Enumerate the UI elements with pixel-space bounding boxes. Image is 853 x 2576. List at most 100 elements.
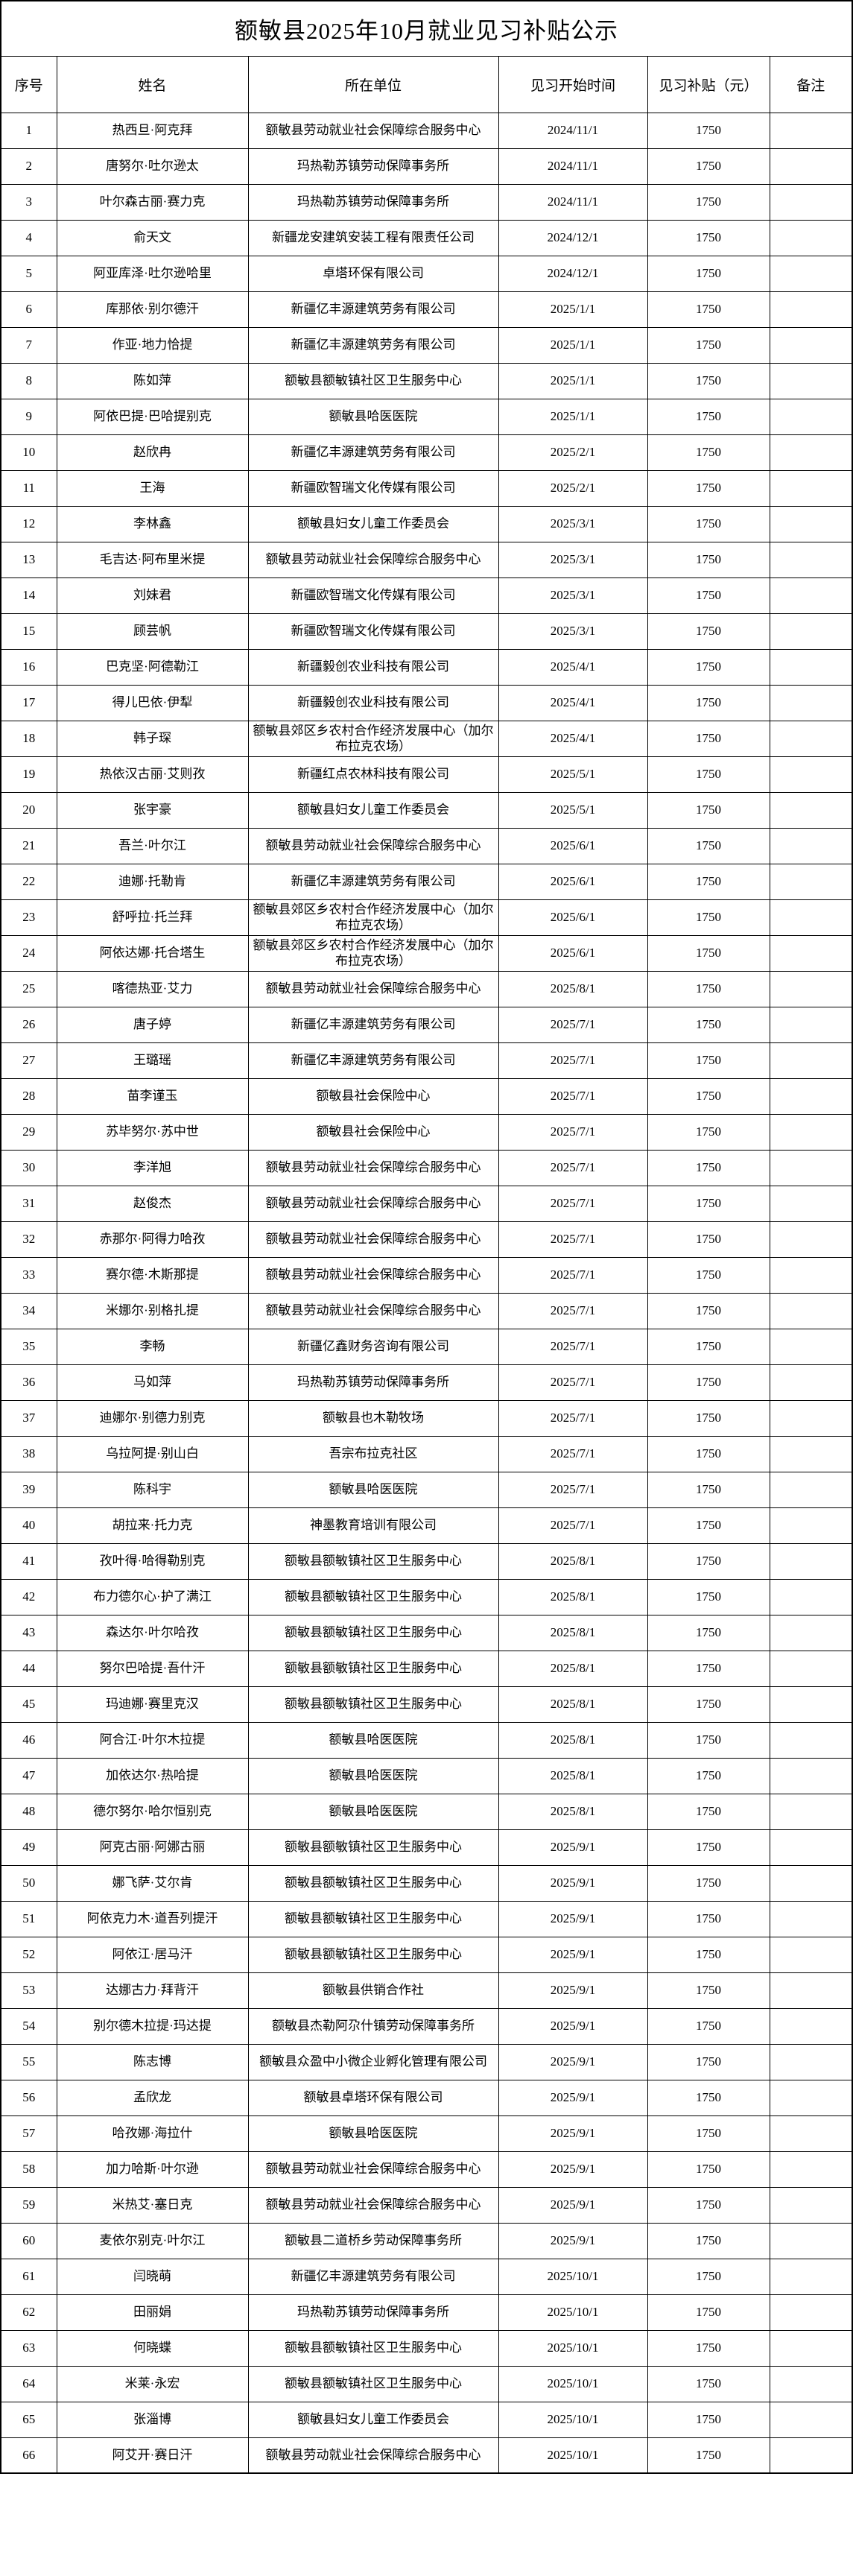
table-row: 7 作亚·地力恰提 新疆亿丰源建筑劳务有限公司 2025/1/1 1750 — [0, 326, 853, 364]
row-number-cell: 54 — [0, 2007, 57, 2045]
unit-cell: 新疆亿丰源建筑劳务有限公司 — [247, 2258, 499, 2295]
subsidy-cell: 1750 — [647, 1042, 770, 1079]
note-cell — [769, 1006, 853, 1043]
subsidy-cell: 1750 — [647, 1829, 770, 1866]
unit-cell: 额敏县劳动就业社会保障综合服务中心 — [247, 1292, 499, 1329]
start-date-cell: 2025/9/1 — [498, 1829, 648, 1866]
start-date-cell: 2025/2/1 — [498, 469, 648, 507]
column-header-start-date: 见习开始时间 — [498, 55, 648, 113]
name-cell: 毛吉达·阿布里米提 — [56, 541, 249, 578]
row-number-cell: 45 — [0, 1686, 57, 1723]
start-date-cell: 2025/7/1 — [498, 1399, 648, 1437]
row-number-cell: 36 — [0, 1364, 57, 1401]
table-row: 5 阿亚库泽·吐尔逊哈里 卓塔环保有限公司 2024/12/1 1750 — [0, 255, 853, 292]
subsidy-cell: 1750 — [647, 613, 770, 650]
subsidy-cell: 1750 — [647, 1757, 770, 1794]
unit-cell: 额敏县哈医医院 — [247, 1793, 499, 1830]
note-cell — [769, 684, 853, 721]
subsidy-cell: 1750 — [647, 684, 770, 721]
table-row: 31 赵俊杰 额敏县劳动就业社会保障综合服务中心 2025/7/1 1750 — [0, 1185, 853, 1222]
name-cell: 顾芸帆 — [56, 613, 249, 650]
start-date-cell: 2025/8/1 — [498, 1614, 648, 1651]
start-date-cell: 2025/8/1 — [498, 1721, 648, 1759]
note-cell — [769, 1435, 853, 1472]
unit-cell: 额敏县劳动就业社会保障综合服务中心 — [247, 2186, 499, 2224]
unit-cell: 新疆亿丰源建筑劳务有限公司 — [247, 291, 499, 328]
name-cell: 米莱·永宏 — [56, 2365, 249, 2402]
row-number-cell: 65 — [0, 2401, 57, 2438]
row-number-cell: 10 — [0, 434, 57, 471]
note-cell — [769, 255, 853, 292]
note-cell — [769, 2329, 853, 2367]
subsidy-cell: 1750 — [647, 2258, 770, 2295]
unit-cell: 额敏县劳动就业社会保障综合服务中心 — [247, 112, 499, 149]
note-cell — [769, 2258, 853, 2295]
note-cell — [769, 1650, 853, 1687]
table-row: 42 布力德尔心·护了满江 额敏县额敏镇社区卫生服务中心 2025/8/1 17… — [0, 1578, 853, 1615]
name-cell: 阿合江·叶尔木拉提 — [56, 1721, 249, 1759]
name-cell: 作亚·地力恰提 — [56, 326, 249, 364]
start-date-cell: 2025/1/1 — [498, 398, 648, 435]
unit-cell: 额敏县社会保险中心 — [247, 1077, 499, 1115]
name-cell: 热西旦·阿克拜 — [56, 112, 249, 149]
unit-cell: 新疆欧智瑞文化传媒有限公司 — [247, 577, 499, 614]
row-number-cell: 21 — [0, 827, 57, 864]
subsidy-cell: 1750 — [647, 899, 770, 936]
row-number-cell: 41 — [0, 1542, 57, 1580]
subsidy-cell: 1750 — [647, 1471, 770, 1508]
table-row: 59 米热艾·塞日克 额敏县劳动就业社会保障综合服务中心 2025/9/1 17… — [0, 2186, 853, 2224]
row-number-cell: 59 — [0, 2186, 57, 2224]
unit-cell: 额敏县劳动就业社会保障综合服务中心 — [247, 1149, 499, 1186]
subsidy-cell: 1750 — [647, 1292, 770, 1329]
name-cell: 努尔巴哈提·吾什汗 — [56, 1650, 249, 1687]
subsidy-cell: 1750 — [647, 362, 770, 399]
column-header-no: 序号 — [0, 55, 57, 113]
unit-cell: 额敏县劳动就业社会保障综合服务中心 — [247, 541, 499, 578]
start-date-cell: 2025/6/1 — [498, 899, 648, 936]
note-cell — [769, 1864, 853, 1902]
name-cell: 唐努尔·吐尔逊太 — [56, 148, 249, 185]
note-cell — [769, 148, 853, 185]
name-cell: 乌拉阿提·别山白 — [56, 1435, 249, 1472]
name-cell: 别尔德木拉提·玛达提 — [56, 2007, 249, 2045]
unit-cell: 额敏县哈医医院 — [247, 1757, 499, 1794]
table-row: 9 阿依巴提·巴哈提别克 额敏县哈医医院 2025/1/1 1750 — [0, 398, 853, 435]
row-number-cell: 31 — [0, 1185, 57, 1222]
table-row: 62 田丽娟 玛热勒苏镇劳动保障事务所 2025/10/1 1750 — [0, 2294, 853, 2331]
start-date-cell: 2025/6/1 — [498, 863, 648, 900]
table-row: 33 赛尔德·木斯那提 额敏县劳动就业社会保障综合服务中心 2025/7/1 1… — [0, 1256, 853, 1294]
start-date-cell: 2025/9/1 — [498, 2222, 648, 2259]
table-row: 11 王海 新疆欧智瑞文化传媒有限公司 2025/2/1 1750 — [0, 469, 853, 507]
row-number-cell: 38 — [0, 1435, 57, 1472]
row-number-cell: 12 — [0, 505, 57, 542]
note-cell — [769, 1328, 853, 1365]
name-cell: 达娜古力·拜背汗 — [56, 1972, 249, 2009]
column-header-note: 备注 — [769, 55, 853, 113]
table-row: 53 达娜古力·拜背汗 额敏县供销合作社 2025/9/1 1750 — [0, 1972, 853, 2009]
name-cell: 赵欣冉 — [56, 434, 249, 471]
row-number-cell: 1 — [0, 112, 57, 149]
table-row: 56 孟欣龙 额敏县卓塔环保有限公司 2025/9/1 1750 — [0, 2079, 853, 2116]
name-cell: 孟欣龙 — [56, 2079, 249, 2116]
table-row: 55 陈志博 额敏县众盈中小微企业孵化管理有限公司 2025/9/1 1750 — [0, 2043, 853, 2080]
row-number-cell: 43 — [0, 1614, 57, 1651]
row-number-cell: 16 — [0, 648, 57, 686]
unit-cell: 额敏县额敏镇社区卫生服务中心 — [247, 362, 499, 399]
note-cell — [769, 899, 853, 936]
name-cell: 刘妹君 — [56, 577, 249, 614]
start-date-cell: 2025/7/1 — [498, 1149, 648, 1186]
row-number-cell: 52 — [0, 1936, 57, 1973]
unit-cell: 神墨教育培训有限公司 — [247, 1507, 499, 1544]
table-row: 29 苏毕努尔·苏中世 额敏县社会保险中心 2025/7/1 1750 — [0, 1113, 853, 1151]
unit-cell: 新疆亿丰源建筑劳务有限公司 — [247, 863, 499, 900]
unit-cell: 新疆亿丰源建筑劳务有限公司 — [247, 326, 499, 364]
name-cell: 阿依巴提·巴哈提别克 — [56, 398, 249, 435]
subsidy-cell: 1750 — [647, 2365, 770, 2402]
note-cell — [769, 1936, 853, 1973]
name-cell: 加依达尔·热哈提 — [56, 1757, 249, 1794]
start-date-cell: 2025/3/1 — [498, 577, 648, 614]
note-cell — [769, 1221, 853, 1258]
name-cell: 赛尔德·木斯那提 — [56, 1256, 249, 1294]
name-cell: 阿依江·居马汗 — [56, 1936, 249, 1973]
table-row: 61 闫晓萌 新疆亿丰源建筑劳务有限公司 2025/10/1 1750 — [0, 2258, 853, 2295]
